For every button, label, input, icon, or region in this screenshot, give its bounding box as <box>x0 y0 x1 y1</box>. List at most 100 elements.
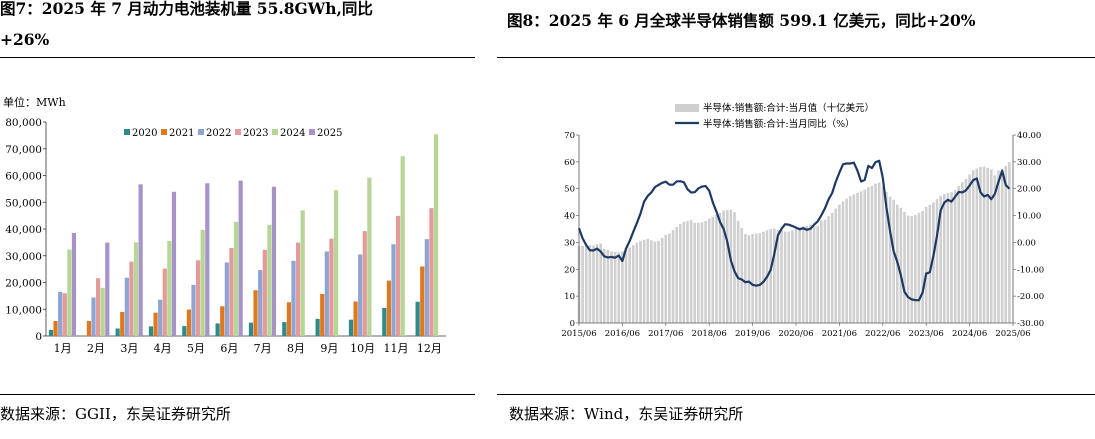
figure-8-source: 数据来源：Wind，东吴证券研究所 <box>509 405 744 423</box>
sales-bar <box>635 242 639 323</box>
legend-label-yoy: 半导体:销售额:合计:当月同比（%） <box>703 118 855 130</box>
bar-2024 <box>367 177 372 336</box>
bar-2021 <box>153 312 158 336</box>
right-y-tick-label: 10.00 <box>1017 212 1041 222</box>
sales-bar <box>678 223 682 323</box>
sales-bar <box>888 196 892 323</box>
y-tick-label: 0 <box>35 331 42 343</box>
bar-2024 <box>233 221 239 336</box>
x-tick-label: 6月 <box>220 342 238 355</box>
sales-bar <box>642 239 646 323</box>
bar-2021 <box>120 311 125 336</box>
sales-bar <box>950 192 953 323</box>
bar-2020 <box>415 301 420 336</box>
sales-bar <box>910 216 914 323</box>
bar-2023 <box>96 278 101 336</box>
bar-2022 <box>358 254 363 336</box>
figure-7-source: 数据来源：GGII，东吴证券研究所 <box>0 405 231 423</box>
bar-2021 <box>86 321 91 336</box>
sales-bar <box>783 231 787 323</box>
figure-8-title: 图8：2025 年 6 月全球半导体销售额 599.1 亿美元，同比+20% <box>507 11 976 30</box>
sales-bar <box>877 182 881 323</box>
bar-2022 <box>124 277 129 336</box>
bar-2020 <box>315 318 320 336</box>
x-tick-label: 2021/06 <box>822 329 857 339</box>
sales-bar <box>993 175 997 323</box>
bar-2020 <box>248 322 254 336</box>
x-tick-label: 5月 <box>187 342 205 355</box>
bar-2022 <box>158 299 163 336</box>
left-y-tick-label: 0 <box>570 319 575 329</box>
sales-bar <box>754 233 758 323</box>
figure-7-title-continued: +26% <box>0 30 50 49</box>
x-tick-label: 2022/06 <box>865 329 900 339</box>
sales-bar <box>744 234 747 323</box>
left-y-tick-label: 50 <box>564 185 575 195</box>
sales-bar <box>729 209 733 323</box>
figure-8-panel: 图8：2025 年 6 月全球半导体销售额 599.1 亿美元，同比+20% 0… <box>497 0 1095 439</box>
legend-swatch-sales <box>675 104 699 112</box>
bar-2023 <box>362 231 367 336</box>
right-y-tick-label: -10.00 <box>1017 265 1044 275</box>
bar-2021 <box>186 309 191 336</box>
sales-bar <box>848 196 852 323</box>
bar-2022 <box>91 297 96 336</box>
bottom-rule <box>497 394 1095 395</box>
sales-bar <box>982 166 986 323</box>
x-tick-label: 2月 <box>87 342 105 355</box>
x-tick-label: 2016/06 <box>605 329 640 339</box>
sales-bar <box>617 252 621 323</box>
sales-bar <box>592 245 595 323</box>
sales-bar <box>603 248 606 323</box>
bar-2025 <box>138 184 143 336</box>
bar-2021 <box>353 301 358 336</box>
sales-bar <box>859 191 863 323</box>
top-rule <box>497 57 1095 58</box>
sales-bar <box>621 251 624 323</box>
bar-2023 <box>196 260 201 336</box>
y-tick-label: 10,000 <box>5 304 42 316</box>
bar-2020 <box>215 323 220 336</box>
y-tick-label: 50,000 <box>5 197 42 209</box>
legend-label-sales: 半导体:销售额:合计:当月值（十亿美元） <box>703 102 874 114</box>
bar-2021 <box>420 266 425 336</box>
sales-bar <box>671 230 675 323</box>
sales-bar <box>968 174 971 323</box>
sales-bar <box>675 226 678 323</box>
sales-bar <box>599 243 603 323</box>
sales-bar <box>588 245 592 323</box>
sales-bar <box>660 237 664 323</box>
sales-bar <box>979 166 982 323</box>
bar-2022 <box>424 239 429 336</box>
sales-bar <box>740 227 744 323</box>
sales-bar <box>798 227 801 323</box>
bar-2023 <box>162 268 167 336</box>
x-tick-label: 3月 <box>120 342 138 355</box>
x-tick-label: 2017/06 <box>648 329 683 339</box>
sales-bar <box>935 199 939 323</box>
battery-installation-bar-chart: 单位：MWh 0 10,000 20,000 30,000 40,000 50,000 60,… <box>3 95 446 355</box>
x-tick-label: 2018/06 <box>692 329 727 339</box>
bar-2023 <box>262 249 267 336</box>
sales-bar <box>711 216 715 323</box>
bar-2020 <box>348 319 354 336</box>
bar-2025 <box>105 242 110 336</box>
sales-bar <box>762 231 765 323</box>
bar-2022 <box>258 269 263 336</box>
bar-2022 <box>391 244 396 336</box>
sales-bar <box>639 240 642 323</box>
sales-bar <box>975 168 979 323</box>
bar-2020 <box>115 328 120 336</box>
sales-bar <box>812 226 816 323</box>
bar-2024 <box>267 224 272 336</box>
sales-bar <box>892 199 895 323</box>
sales-bar <box>928 204 932 323</box>
sales-bar <box>924 206 928 323</box>
sales-bar <box>1008 162 1011 323</box>
sales-bar <box>870 186 874 323</box>
sales-bar <box>957 186 961 323</box>
sales-bar <box>646 238 650 323</box>
bar-2025 <box>171 191 177 336</box>
bar-2024 <box>333 190 339 336</box>
sales-bar <box>751 234 754 323</box>
